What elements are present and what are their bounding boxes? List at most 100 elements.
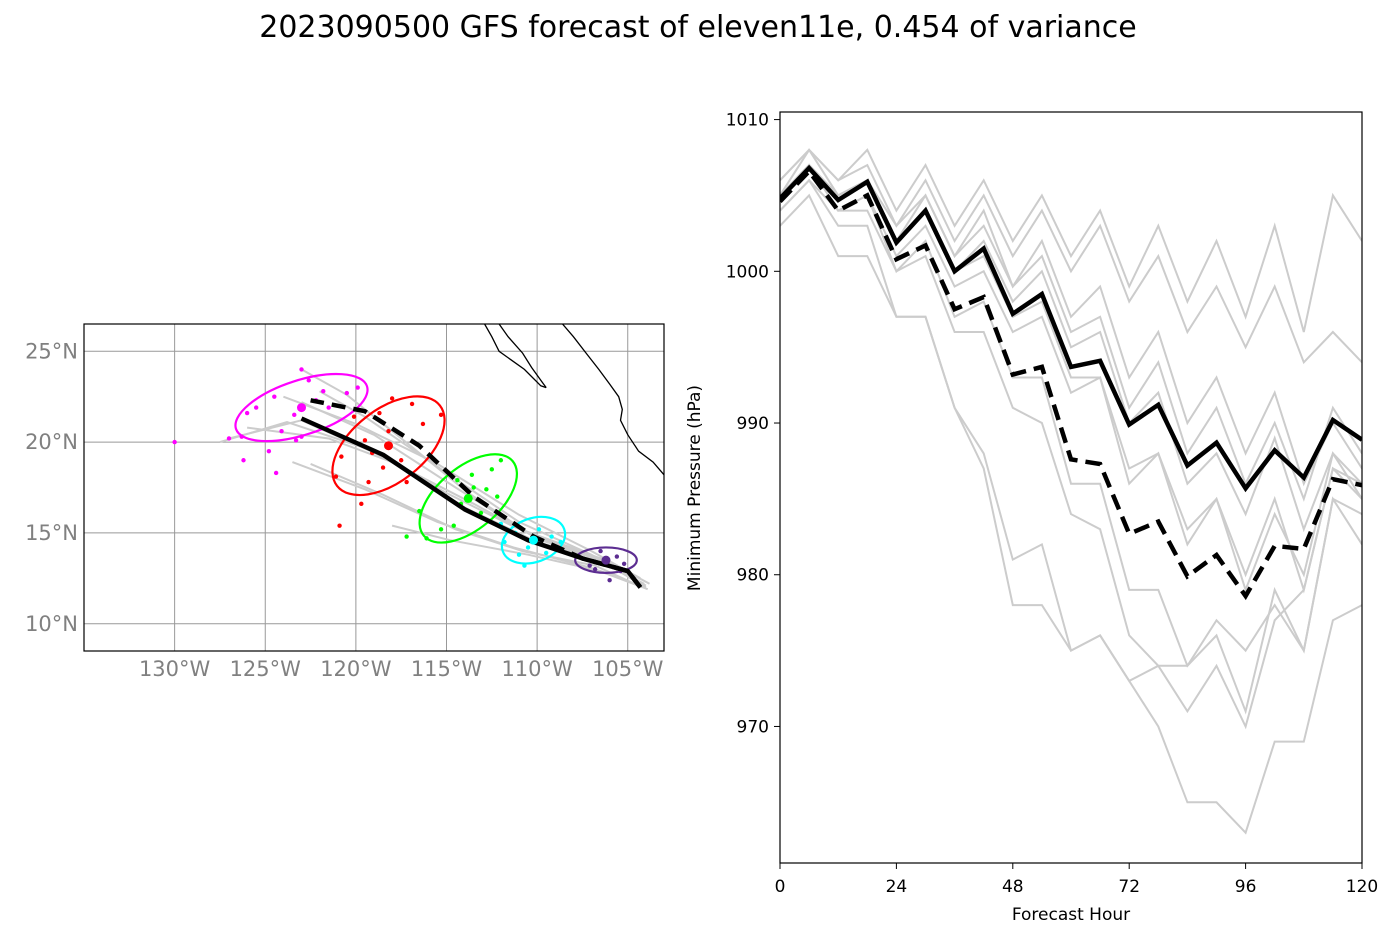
member-point-120h bbox=[272, 394, 277, 399]
ellipse-120h bbox=[234, 372, 369, 443]
ellipse-48h bbox=[500, 515, 567, 565]
member-point-120h bbox=[239, 434, 244, 439]
member-point-24h bbox=[592, 567, 598, 572]
member-point-96h bbox=[409, 401, 415, 407]
member-point-24h bbox=[621, 561, 627, 566]
pressure-member-line bbox=[780, 148, 1362, 333]
member-point-96h bbox=[339, 454, 344, 459]
coastline-segment bbox=[484, 324, 547, 389]
pressure-xtick-label: 24 bbox=[886, 877, 908, 897]
pressure-mean-lines bbox=[780, 164, 1362, 601]
member-point-120h bbox=[279, 428, 284, 434]
member-point-120h bbox=[253, 405, 259, 410]
member-point-120h bbox=[344, 390, 350, 396]
member-point-96h bbox=[398, 458, 404, 463]
member-point-48h bbox=[522, 563, 527, 568]
pressure-member-line bbox=[780, 163, 1362, 487]
ensemble-track bbox=[283, 395, 641, 580]
member-point-120h bbox=[293, 438, 299, 443]
pressure-ytick-label: 1010 bbox=[726, 111, 769, 131]
map-xtick-label: 110°W bbox=[501, 657, 573, 681]
member-point-24h bbox=[614, 554, 620, 559]
pressure-xlabel: Forecast Hour bbox=[1012, 905, 1130, 925]
centroid-120h bbox=[297, 403, 306, 413]
member-point-48h bbox=[558, 539, 563, 545]
member-point-120h bbox=[299, 434, 304, 439]
centroid-24h bbox=[601, 555, 611, 565]
member-point-120h bbox=[244, 410, 250, 416]
member-point-96h bbox=[386, 428, 391, 434]
pressure-ticks: 0 24 48 72 96 120 970 980 990 1000 1010 bbox=[726, 111, 1378, 897]
deterministic-track bbox=[310, 398, 643, 589]
pressure-deterministic-line bbox=[780, 167, 1362, 601]
member-point-120h bbox=[226, 436, 232, 441]
pressure-ytick-label: 980 bbox=[737, 566, 769, 586]
member-point-48h bbox=[525, 545, 531, 550]
map-frame bbox=[83, 323, 665, 652]
map-xtick-label: 105°W bbox=[592, 657, 664, 681]
member-point-48h bbox=[543, 550, 549, 556]
member-point-72h bbox=[417, 508, 422, 514]
pressure-panel: 0 24 48 72 96 120 970 980 990 1000 1010 Forecast H… bbox=[685, 111, 1378, 925]
centroid-96h bbox=[384, 441, 393, 451]
track-map-panel: 130°W 125°W 120°W 115°W 110°W 105°W 10°N 15°N 20… bbox=[25, 323, 665, 681]
member-point-96h bbox=[380, 465, 386, 470]
ensemble-track bbox=[292, 461, 639, 587]
member-point-72h bbox=[438, 527, 444, 532]
centroid-72h bbox=[463, 493, 473, 503]
member-point-120h bbox=[306, 378, 311, 383]
map-ytick-label: 20°N bbox=[25, 430, 78, 454]
pressure-xtick-label: 96 bbox=[1235, 877, 1257, 897]
member-point-72h bbox=[471, 485, 476, 490]
centroid-48h bbox=[529, 535, 538, 545]
pressure-member-line bbox=[780, 163, 1362, 533]
map-ytick-label: 25°N bbox=[25, 339, 78, 363]
coastline-segment bbox=[498, 324, 547, 388]
member-point-72h bbox=[469, 472, 475, 477]
member-point-96h bbox=[362, 438, 368, 443]
member-point-120h bbox=[299, 367, 304, 372]
member-point-96h bbox=[438, 412, 444, 418]
map-xtick-label: 130°W bbox=[139, 657, 211, 681]
member-point-120h bbox=[266, 448, 272, 454]
member-point-120h bbox=[273, 470, 279, 476]
member-point-72h bbox=[484, 487, 489, 492]
coastline bbox=[484, 324, 664, 476]
member-point-72h bbox=[455, 478, 460, 483]
member-point-48h bbox=[516, 552, 522, 557]
pressure-member-line bbox=[780, 148, 1362, 502]
member-point-96h bbox=[377, 410, 382, 416]
member-point-48h bbox=[502, 539, 507, 545]
pressure-ytick-label: 970 bbox=[737, 717, 769, 737]
member-point-72h bbox=[478, 510, 484, 516]
member-point-120h bbox=[292, 412, 297, 418]
member-point-48h bbox=[549, 534, 554, 539]
pressure-member-line bbox=[780, 148, 1362, 365]
member-point-96h bbox=[333, 474, 339, 479]
member-point-72h bbox=[489, 467, 495, 472]
ensemble-mean-track bbox=[300, 416, 643, 589]
pressure-ylabel: Minimum Pressure (hPa) bbox=[685, 385, 705, 591]
map-xtick-label: 120°W bbox=[320, 657, 392, 681]
member-point-24h bbox=[587, 563, 592, 568]
pressure-ytick-label: 1000 bbox=[726, 262, 769, 282]
member-point-72h bbox=[495, 494, 500, 499]
member-point-72h bbox=[498, 458, 504, 463]
member-point-120h bbox=[241, 458, 246, 463]
pressure-frame bbox=[779, 111, 1363, 864]
pressure-ensemble-lines bbox=[780, 148, 1362, 835]
figure-title: 2023090500 GFS forecast of eleven11e, 0.… bbox=[259, 10, 1137, 45]
pressure-member-line bbox=[780, 193, 1362, 683]
member-point-96h bbox=[389, 396, 395, 401]
member-point-72h bbox=[451, 523, 456, 528]
pressure-member-line bbox=[780, 178, 1362, 835]
member-point-48h bbox=[536, 527, 542, 532]
member-point-72h bbox=[424, 536, 429, 541]
member-point-24h bbox=[607, 577, 612, 583]
pressure-xtick-label: 48 bbox=[1002, 877, 1024, 897]
member-point-24h bbox=[598, 548, 603, 554]
ellipse-24h bbox=[574, 546, 638, 574]
map-ytick-label: 15°N bbox=[25, 521, 78, 545]
pressure-ytick-label: 990 bbox=[737, 414, 769, 434]
